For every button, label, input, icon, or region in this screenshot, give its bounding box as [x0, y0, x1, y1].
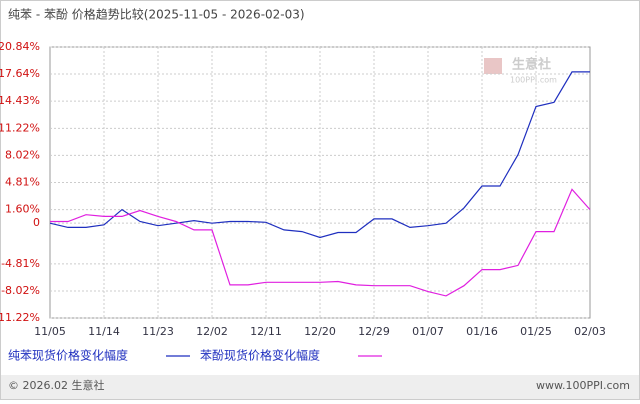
x-tick-label: 11/23 [142, 325, 174, 338]
watermark-site: 100PPI.com [510, 76, 557, 85]
y-tick-label: 17.64% [0, 67, 40, 80]
x-tick-label: 12/02 [196, 325, 228, 338]
y-tick-label: 20.84% [0, 40, 40, 53]
x-tick-label: 11/05 [34, 325, 66, 338]
x-tick-label: 12/11 [250, 325, 282, 338]
x-tick-label: 11/14 [88, 325, 120, 338]
y-tick-label: 8.02% [5, 148, 40, 161]
x-tick-label: 01/16 [466, 325, 498, 338]
watermark-name: 生意社 [512, 57, 551, 73]
footer-site: www.100PPI.com [536, 379, 630, 392]
y-tick-label: -11.22% [0, 311, 40, 324]
x-tick-label: 01/07 [412, 325, 444, 338]
x-tick-label: 12/20 [304, 325, 336, 338]
y-tick-label: 0 [33, 216, 40, 229]
y-tick-label: -8.02% [1, 284, 40, 297]
y-tick-label: -4.81% [1, 257, 40, 270]
chart-title: 纯苯 - 苯酚 价格趋势比较(2025-11-05 - 2026-02-03) [8, 7, 305, 22]
x-tick-label: 01/25 [520, 325, 552, 338]
footer-bar [1, 375, 639, 399]
y-tick-label: 1.60% [5, 203, 40, 216]
y-tick-label: 11.22% [0, 121, 40, 134]
legend-label: 纯苯现货价格变化幅度 [8, 348, 128, 363]
series-line [49, 71, 590, 239]
watermark: 生意社 100PPI.com [484, 57, 557, 85]
footer-copyright: © 2026.02 生意社 [8, 378, 104, 392]
x-tick-label: 02/03 [574, 325, 606, 338]
legend-label: 苯酚现货价格变化幅度 [200, 348, 320, 363]
y-tick-label: 4.81% [5, 176, 40, 189]
watermark-logo [484, 58, 502, 74]
x-tick-label: 12/29 [358, 325, 390, 338]
series-line [50, 188, 591, 297]
y-tick-label: 14.43% [0, 94, 40, 107]
